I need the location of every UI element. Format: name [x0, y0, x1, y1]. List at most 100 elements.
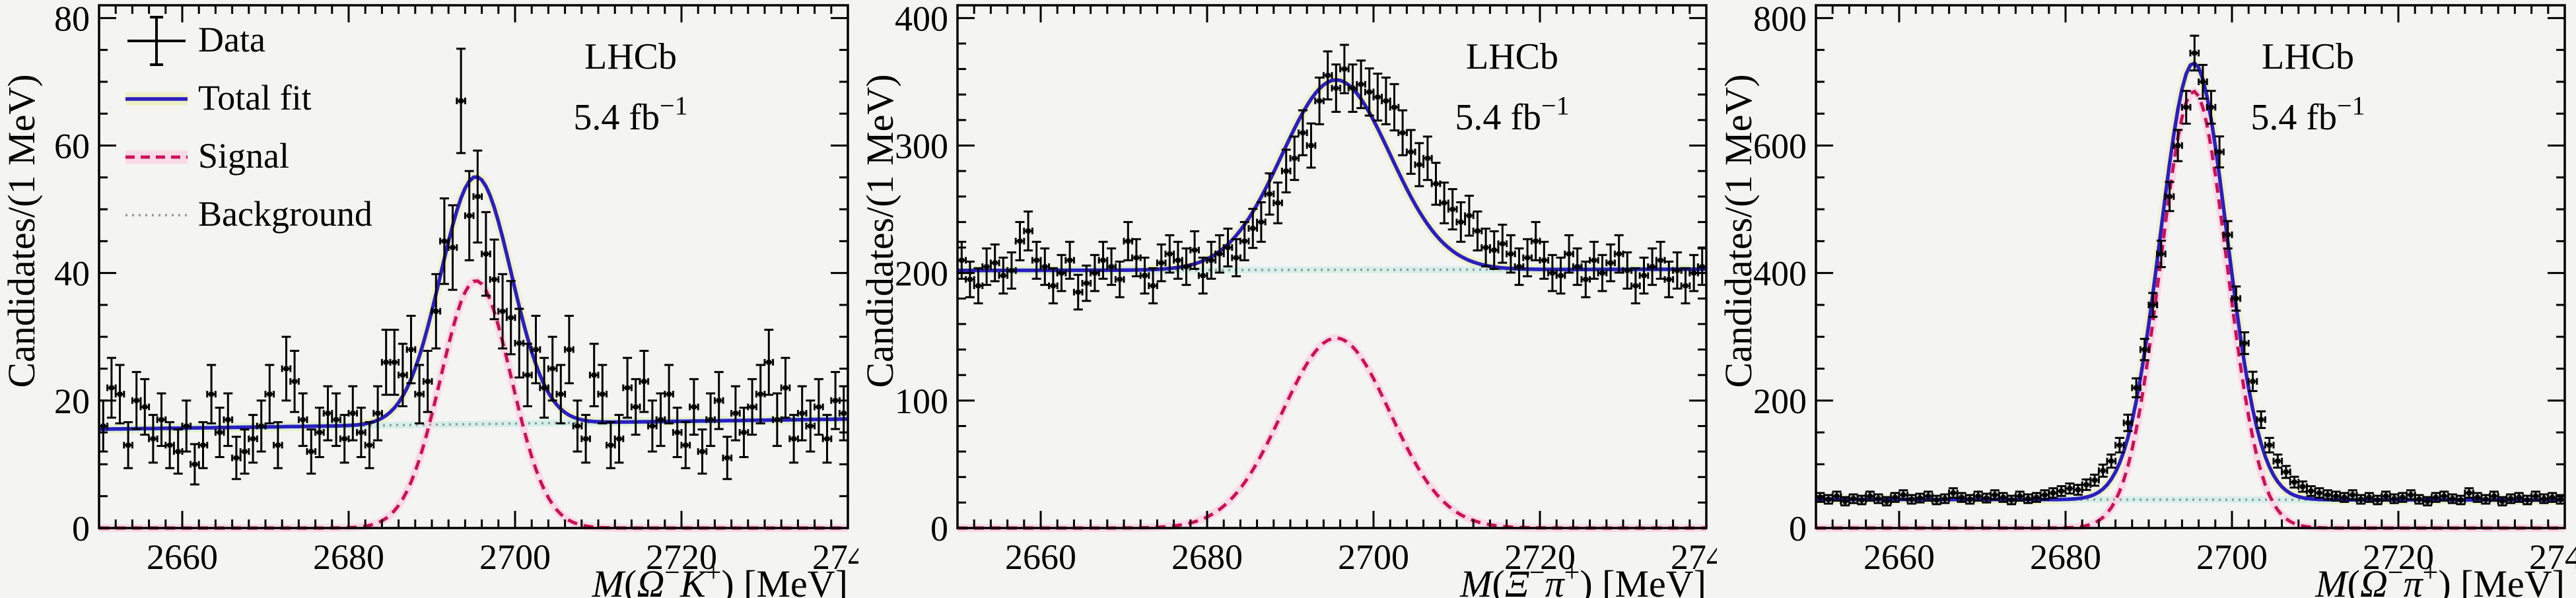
y-axis-title: Candidates/(1 MeV) [858, 74, 901, 387]
data-point [1506, 234, 1516, 274]
data-point [805, 399, 816, 453]
data-marker [716, 398, 722, 403]
data-point [1139, 256, 1150, 295]
data-marker [1508, 251, 1514, 257]
data-point [1014, 220, 1026, 261]
data-marker [2034, 495, 2039, 500]
data-point [156, 392, 167, 448]
data-marker [1192, 248, 1197, 253]
data-marker [2084, 482, 2089, 487]
data-marker [791, 436, 796, 442]
data-marker [1834, 494, 1839, 499]
data-point [297, 392, 308, 448]
data-point [1680, 267, 1691, 305]
data-marker [558, 391, 563, 397]
data-point [1572, 247, 1583, 286]
data-marker [1034, 257, 1039, 263]
data-point [622, 356, 633, 419]
data-point [597, 364, 608, 424]
data-marker [2309, 488, 2314, 494]
data-marker [2250, 379, 2255, 384]
data-marker [134, 398, 139, 403]
data-marker [475, 194, 480, 199]
data-marker [308, 449, 314, 454]
data-marker [1000, 273, 1006, 279]
data-point [2406, 489, 2416, 501]
data-marker [1358, 82, 1364, 87]
data-marker [450, 245, 455, 250]
data-marker [1633, 283, 1638, 288]
data-marker [492, 277, 497, 282]
data-marker [583, 436, 588, 442]
data-point [1539, 240, 1550, 280]
data-marker [1184, 264, 1189, 269]
experiment-label: LHCb [2262, 36, 2354, 77]
data-point [572, 399, 583, 453]
legend-item-signal: Signal [125, 136, 289, 176]
data-point [2173, 129, 2183, 162]
y-axis-title: Candidates/(1 MeV) [0, 74, 43, 387]
data-point [1597, 253, 1608, 292]
data-marker [1409, 149, 1414, 154]
data-marker [600, 391, 605, 397]
data-point [497, 273, 508, 350]
data-marker [1909, 497, 1914, 502]
data-marker [617, 436, 621, 442]
data-marker [1275, 200, 1280, 205]
data-point [2039, 489, 2050, 501]
data-marker [1541, 257, 1547, 263]
data-marker [2059, 488, 2064, 494]
data-point [2289, 475, 2300, 489]
data-points [956, 44, 1708, 311]
data-marker [1483, 245, 1488, 250]
data-point [564, 314, 574, 385]
data-point [2256, 410, 2266, 429]
data-marker [1434, 181, 1438, 186]
data-marker [1076, 290, 1081, 295]
data-marker [2101, 468, 2106, 473]
y-tick-label: 200 [895, 254, 948, 294]
data-marker [550, 366, 555, 372]
data-marker [1009, 268, 1014, 273]
data-point [1948, 487, 1959, 499]
x-tick-label: 2700 [479, 537, 551, 577]
data-marker [1900, 492, 1906, 498]
data-marker [2508, 496, 2513, 502]
data-point [1613, 234, 1624, 274]
data-point [2513, 492, 2524, 503]
data-marker [2375, 498, 2380, 503]
data-marker [1650, 264, 1655, 269]
data-marker [250, 436, 256, 442]
data-point [2206, 90, 2217, 125]
data-marker [1167, 251, 1172, 257]
data-marker [1558, 273, 1563, 279]
data-marker [1533, 238, 1539, 244]
data-point [981, 247, 992, 286]
data-marker [100, 423, 106, 428]
data-point [2139, 337, 2150, 362]
data-point [106, 356, 117, 419]
data-point [1090, 253, 1100, 292]
data-point [1256, 201, 1267, 243]
data-point [1522, 238, 1533, 278]
data-point [1023, 210, 1033, 251]
data-marker [1517, 264, 1521, 269]
data-marker [1683, 283, 1688, 288]
data-point [1472, 210, 1483, 251]
data-point [372, 385, 383, 442]
data-marker [592, 372, 597, 378]
data-marker [1067, 257, 1072, 263]
data-marker [442, 238, 447, 244]
data-point [1231, 238, 1241, 278]
data-marker [1624, 268, 1630, 273]
legend-label: Data [198, 20, 265, 59]
y-tick-label: 600 [1753, 126, 1807, 166]
x-tick-label: 2680 [2030, 537, 2101, 577]
data-marker [749, 404, 755, 409]
data-point [306, 428, 317, 475]
data-marker [1867, 494, 1873, 499]
data-marker [1500, 241, 1505, 246]
data-point [530, 314, 541, 385]
data-marker [2009, 498, 2014, 503]
